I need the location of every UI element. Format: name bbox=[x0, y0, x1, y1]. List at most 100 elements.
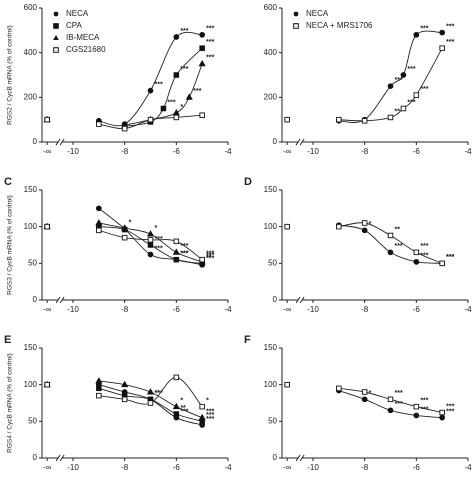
fit-line bbox=[98, 31, 203, 127]
marker bbox=[172, 402, 180, 410]
marker bbox=[199, 45, 205, 51]
legend-marker bbox=[53, 23, 59, 29]
significance-label: *** bbox=[446, 254, 454, 261]
panel: C RGS3 / CycB mRNA (% of control) 0 50 100 15… bbox=[4, 176, 232, 314]
panel-label: F bbox=[244, 334, 251, 346]
significance-label: *** bbox=[155, 81, 163, 88]
significance-label: ** bbox=[395, 226, 401, 233]
significance-label: ** bbox=[180, 405, 186, 412]
x-tick-label: -4 bbox=[224, 463, 232, 472]
marker bbox=[361, 227, 368, 234]
marker bbox=[44, 223, 50, 230]
panel-label: D bbox=[244, 176, 252, 188]
marker bbox=[121, 234, 128, 241]
marker bbox=[336, 385, 342, 392]
legend-label: NECA + MRS1706 bbox=[306, 21, 373, 30]
significance-label: *** bbox=[395, 390, 403, 397]
marker bbox=[361, 118, 368, 124]
significance-label: *** bbox=[180, 66, 188, 73]
legend-item: IB-MECA bbox=[53, 33, 100, 42]
y-tick-label: 150 bbox=[264, 185, 278, 194]
marker bbox=[361, 396, 368, 403]
significance-label: *** bbox=[446, 23, 454, 30]
x-tick-label: -10 bbox=[307, 147, 319, 156]
x-tick-label: -8 bbox=[121, 463, 129, 472]
x-tick-label: -8 bbox=[361, 463, 369, 472]
significance-label: *** bbox=[180, 251, 188, 258]
marker bbox=[199, 112, 205, 118]
marker bbox=[284, 116, 290, 123]
marker bbox=[96, 385, 102, 392]
marker bbox=[147, 87, 154, 94]
x-tick-label: -6 bbox=[413, 463, 421, 472]
y-axis-label: RGS2 / CycB mRNA (% of control) bbox=[7, 25, 14, 125]
x-tick-label: -∞ bbox=[283, 147, 292, 156]
significance-label: *** bbox=[193, 88, 201, 95]
marker bbox=[44, 381, 50, 388]
marker bbox=[361, 389, 368, 395]
significance-label: *** bbox=[167, 99, 175, 106]
marker bbox=[413, 412, 420, 419]
axis-break bbox=[59, 138, 65, 146]
y-axis-label: RGS4 / CycB mRNA (% of control) bbox=[7, 353, 14, 453]
y-tick-label: 150 bbox=[264, 343, 278, 352]
significance-label: *** bbox=[420, 398, 428, 405]
marker bbox=[413, 92, 420, 98]
marker bbox=[336, 116, 342, 123]
y-tick-label: 50 bbox=[268, 258, 277, 267]
marker bbox=[413, 31, 420, 38]
significance-label: *** bbox=[420, 406, 428, 413]
panel-label: E bbox=[4, 334, 11, 346]
x-tick-label: -8 bbox=[361, 305, 369, 314]
axis-break bbox=[59, 296, 65, 304]
significance-label: *** bbox=[407, 99, 415, 106]
y-tick-label: 0 bbox=[273, 453, 278, 462]
legend-marker bbox=[53, 47, 59, 53]
marker bbox=[439, 409, 445, 416]
marker bbox=[387, 114, 394, 121]
panel: E RGS4 / CycB mRNA (% of control) 0 50 100 15… bbox=[4, 334, 232, 472]
y-tick-label: 0 bbox=[33, 453, 38, 462]
marker bbox=[147, 237, 154, 243]
axis-break bbox=[299, 454, 305, 462]
significance-label: *** bbox=[395, 77, 403, 84]
y-tick-label: 0 bbox=[33, 137, 38, 146]
y-tick-label: 200 bbox=[24, 92, 38, 101]
significance-label: *** bbox=[180, 243, 188, 250]
x-tick-label: -6 bbox=[413, 305, 421, 314]
marker bbox=[147, 251, 154, 258]
x-tick-label: -6 bbox=[173, 463, 181, 472]
marker bbox=[284, 223, 290, 230]
y-tick-label: 100 bbox=[264, 380, 278, 389]
x-tick-label: -4 bbox=[464, 463, 472, 472]
significance-label: *** bbox=[206, 416, 214, 423]
x-tick-label: -8 bbox=[121, 305, 129, 314]
marker bbox=[198, 59, 206, 67]
x-tick-label: -∞ bbox=[283, 463, 292, 472]
marker bbox=[173, 72, 180, 78]
significance-label: * bbox=[129, 220, 132, 227]
axis-break bbox=[295, 454, 301, 462]
y-tick-label: 50 bbox=[28, 416, 37, 425]
significance-label: *** bbox=[155, 245, 163, 252]
significance-label: *** bbox=[180, 251, 188, 258]
significance-label: *** bbox=[206, 412, 214, 419]
significance-label: *** bbox=[420, 26, 428, 33]
axis-break bbox=[295, 138, 301, 146]
marker bbox=[172, 248, 180, 255]
y-tick-label: 600 bbox=[24, 3, 38, 12]
legend-item: NECA bbox=[53, 9, 89, 18]
x-tick-label: -∞ bbox=[43, 463, 52, 472]
axis-break bbox=[299, 138, 305, 146]
marker bbox=[173, 374, 180, 381]
legend-item: CGS21680 bbox=[53, 45, 106, 54]
marker bbox=[147, 242, 154, 248]
marker bbox=[172, 109, 180, 116]
marker bbox=[173, 411, 180, 417]
marker bbox=[387, 396, 394, 403]
axis-break bbox=[55, 296, 61, 304]
marker bbox=[413, 249, 420, 256]
y-tick-label: 400 bbox=[24, 48, 38, 57]
